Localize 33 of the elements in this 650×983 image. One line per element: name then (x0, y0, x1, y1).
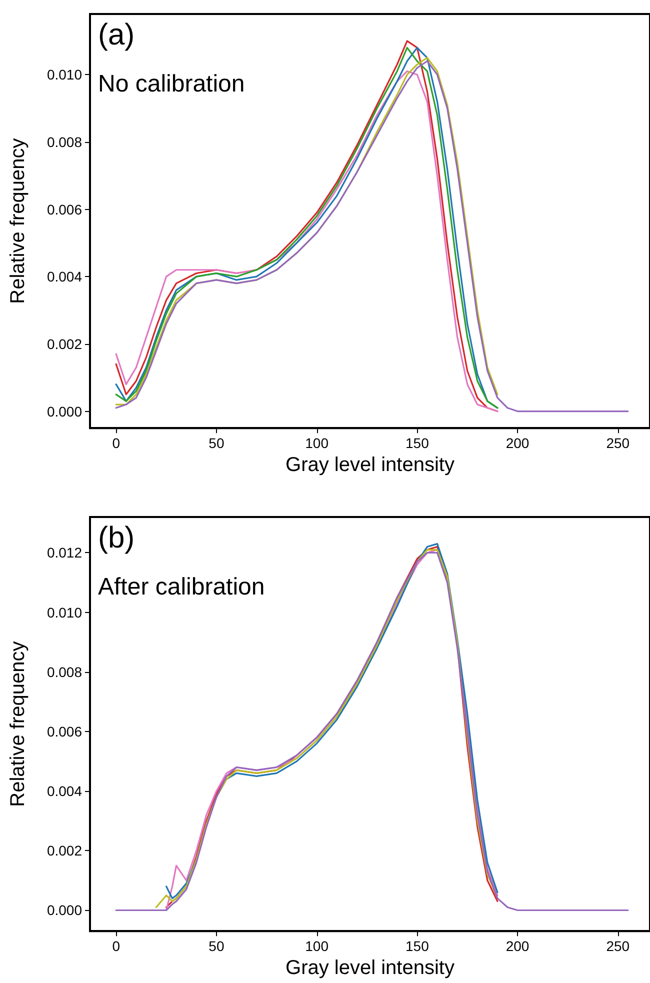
x-tick-label: 50 (208, 435, 224, 452)
annotation: After calibration (98, 574, 265, 600)
x-axis-title: Gray level intensity (286, 454, 454, 476)
y-axis-title: Relative frequency (7, 138, 29, 304)
x-tick-label: 0 (112, 938, 120, 954)
x-tick-label: 250 (606, 938, 630, 954)
y-tick-label: 0.006 (46, 724, 82, 740)
x-tick-label: 150 (405, 938, 430, 954)
y-tick-label: 0.002 (46, 842, 82, 859)
y-tick-label: 0.010 (46, 66, 82, 83)
annotation: No calibration (98, 70, 245, 98)
y-tick-label: 0.012 (46, 544, 82, 561)
x-tick-label: 200 (506, 435, 530, 452)
x-tick-label: 0 (112, 435, 120, 452)
y-tick-label: 0.002 (46, 336, 82, 352)
x-tick-label: 200 (506, 938, 530, 954)
y-tick-label: 0.004 (46, 268, 82, 285)
y-axis-title: Relative frequency (7, 641, 29, 807)
x-tick-label: 100 (305, 435, 329, 452)
x-axis-title: Gray level intensity (286, 957, 454, 979)
y-tick-label: 0.000 (46, 403, 82, 420)
y-tick-label: 0.008 (46, 134, 82, 150)
x-tick-label: 150 (405, 435, 430, 452)
x-tick-label: 100 (305, 938, 329, 954)
x-tick-label: 50 (208, 938, 224, 954)
y-tick-label: 0.008 (46, 664, 82, 680)
annotation: (b) (98, 522, 135, 554)
annotation: (a) (98, 18, 135, 52)
y-tick-label: 0.000 (46, 902, 82, 918)
x-tick-label: 250 (606, 435, 630, 452)
y-tick-label: 0.006 (46, 201, 82, 218)
y-tick-label: 0.004 (46, 783, 82, 800)
y-tick-label: 0.010 (46, 604, 82, 620)
